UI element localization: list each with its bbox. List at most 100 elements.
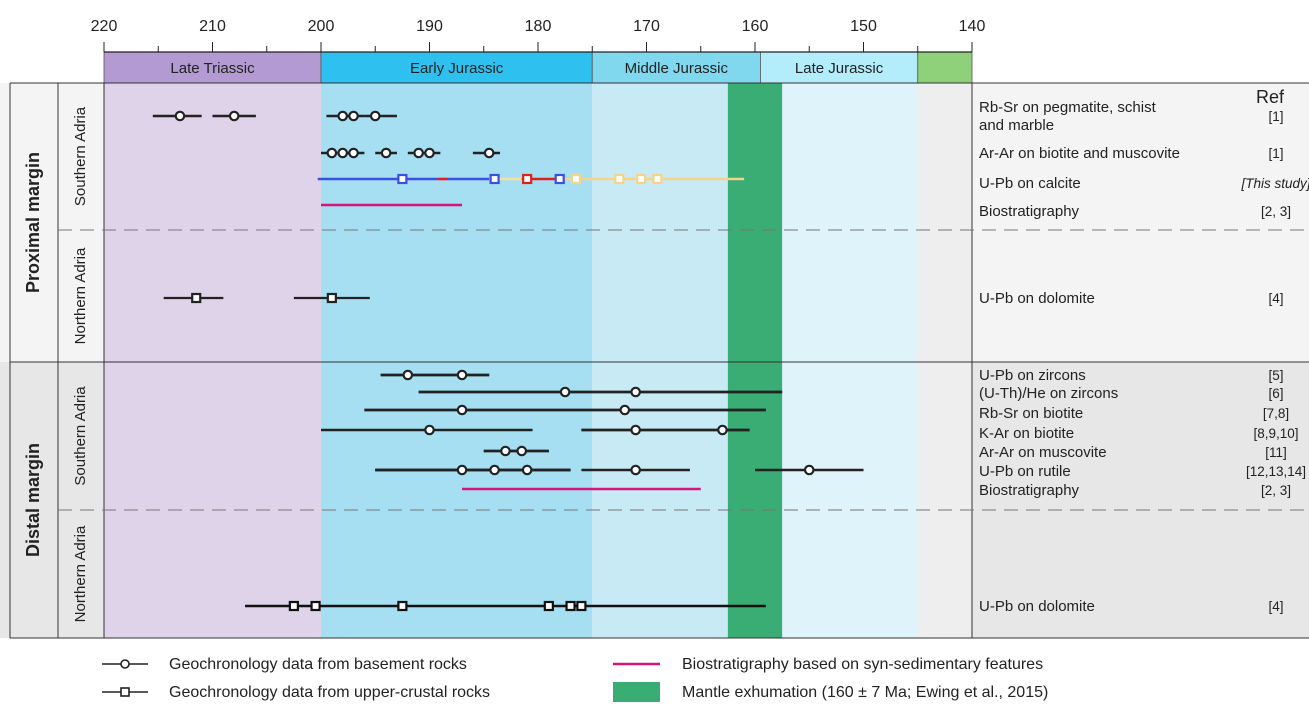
- method-label: Biostratigraphy: [979, 482, 1080, 499]
- method-ref: [This study]: [1240, 176, 1309, 191]
- method-ref: [8,9,10]: [1253, 426, 1298, 441]
- method-ref: [4]: [1268, 599, 1283, 614]
- data-point-square: [565, 600, 576, 612]
- frame-lines: [9, 82, 1309, 639]
- period-label: Late Jurassic: [795, 60, 884, 77]
- data-point-circle: [483, 147, 495, 159]
- method-label: Ar-Ar on muscovite: [979, 444, 1107, 461]
- axis-tick-label: 140: [959, 18, 986, 35]
- legend-basement-circle: [120, 659, 130, 669]
- method-label: U-Pb on zircons: [979, 367, 1086, 384]
- data-point-square: [543, 600, 554, 612]
- data-point-square: [310, 600, 321, 612]
- period-header-box: [917, 51, 973, 84]
- period-label: Middle Jurassic: [625, 60, 729, 77]
- ref-column-header: Ref: [1256, 87, 1285, 107]
- data-point-circle: [630, 386, 641, 398]
- sub-region-label: Northern Adria: [72, 247, 89, 344]
- axis-tick-label: 180: [525, 18, 552, 35]
- data-point-circle: [717, 424, 728, 436]
- method-label: and marble: [979, 117, 1054, 134]
- data-point-square: [326, 292, 337, 304]
- proximal-margin-label: Proximal margin: [23, 152, 43, 293]
- data-point-circle: [348, 147, 359, 159]
- data-point-circle: [630, 464, 641, 476]
- calcite-point: [489, 173, 500, 185]
- method-label: U-Pb on dolomite: [979, 598, 1095, 615]
- axis-tick-label: 220: [91, 18, 118, 35]
- data-point-circle: [456, 369, 468, 381]
- method-ref: [11]: [1265, 445, 1287, 460]
- axis-tick-label: 160: [742, 18, 769, 35]
- data-point-circle: [337, 147, 348, 159]
- method-ref: [5]: [1268, 368, 1283, 383]
- data-point-circle: [489, 464, 500, 476]
- time-axis: 220 210 200 190 180 170 160 150 140 Ref: [91, 18, 1285, 107]
- method-ref: [12,13,14]: [1246, 464, 1306, 479]
- data-point-circle: [228, 110, 240, 122]
- data-point-square: [288, 600, 299, 612]
- data-point-circle: [559, 386, 571, 398]
- calcite-point: [522, 173, 533, 185]
- legend-biostrat-label: Biostratigraphy based on syn-sedimentary…: [682, 656, 1043, 673]
- method-ref: [7,8]: [1263, 406, 1289, 421]
- legend-upper-square: [120, 687, 130, 697]
- data-point-circle: [424, 147, 435, 159]
- axis-tick-label: 210: [199, 18, 226, 35]
- mantle-exhumation-band: [727, 83, 783, 638]
- legend-upper-label: Geochronology data from upper-crustal ro…: [169, 684, 490, 701]
- data-point-circle: [337, 110, 348, 122]
- method-label: (U-Th)/He on zircons: [979, 385, 1118, 402]
- legend-basement-label: Geochronology data from basement rocks: [169, 656, 467, 673]
- method-ref: [2, 3]: [1261, 204, 1291, 219]
- legend-mantle-label: Mantle exhumation (160 ± 7 Ma; Ewing et …: [682, 684, 1048, 701]
- data-point-circle: [630, 424, 641, 436]
- method-label: Biostratigraphy: [979, 203, 1080, 220]
- method-label: Ar-Ar on biotite and muscovite: [979, 145, 1180, 162]
- calcite-point: [635, 173, 647, 185]
- sub-region-label: Northern Adria: [72, 525, 89, 622]
- data-point-square: [576, 600, 587, 612]
- method-label: Rb-Sr on biotite: [979, 405, 1083, 422]
- legend-mantle-box: [613, 682, 660, 702]
- axis-tick-label: 200: [308, 18, 335, 35]
- row-labels: Proximal margin Distal margin Southern Adr…: [23, 99, 1309, 622]
- data-point-circle: [413, 147, 424, 159]
- data-point-square: [191, 292, 202, 304]
- data-point-circle: [174, 110, 186, 122]
- data-point-circle: [402, 369, 414, 381]
- method-ref: [4]: [1268, 291, 1283, 306]
- method-ref: [1]: [1268, 109, 1283, 124]
- period-label: Early Jurassic: [410, 60, 504, 77]
- data-point-circle: [516, 445, 528, 457]
- data-point-circle: [424, 424, 435, 436]
- legend: Geochronology data from basement rocks Ge…: [102, 656, 1048, 702]
- distal-margin-label: Distal margin: [23, 443, 43, 557]
- data-point-circle: [348, 110, 359, 122]
- calcite-point: [570, 173, 582, 185]
- calcite-point: [614, 173, 625, 185]
- method-ref: [1]: [1268, 146, 1283, 161]
- period-band: [321, 83, 593, 638]
- data-point-circle: [456, 464, 468, 476]
- method-label: Rb-Sr on pegmatite, schist: [979, 99, 1157, 116]
- data-point-circle: [380, 147, 392, 159]
- method-label: U-Pb on calcite: [979, 175, 1081, 192]
- method-ref: [6]: [1268, 386, 1283, 401]
- calcite-point: [554, 173, 565, 185]
- data-point-circle: [369, 110, 381, 122]
- axis-tick-label: 170: [633, 18, 660, 35]
- method-label: K-Ar on biotite: [979, 425, 1074, 442]
- data-point-circle: [803, 464, 815, 476]
- data-point-circle: [456, 404, 468, 416]
- calcite-point: [397, 173, 408, 185]
- data-series: [152, 110, 864, 612]
- data-point-circle: [521, 464, 533, 476]
- method-label: U-Pb on dolomite: [979, 290, 1095, 307]
- period-band: [104, 83, 321, 638]
- data-point-circle: [500, 445, 511, 457]
- period-band: [917, 83, 972, 638]
- calcite-point: [652, 173, 663, 185]
- axis-tick-label: 190: [416, 18, 443, 35]
